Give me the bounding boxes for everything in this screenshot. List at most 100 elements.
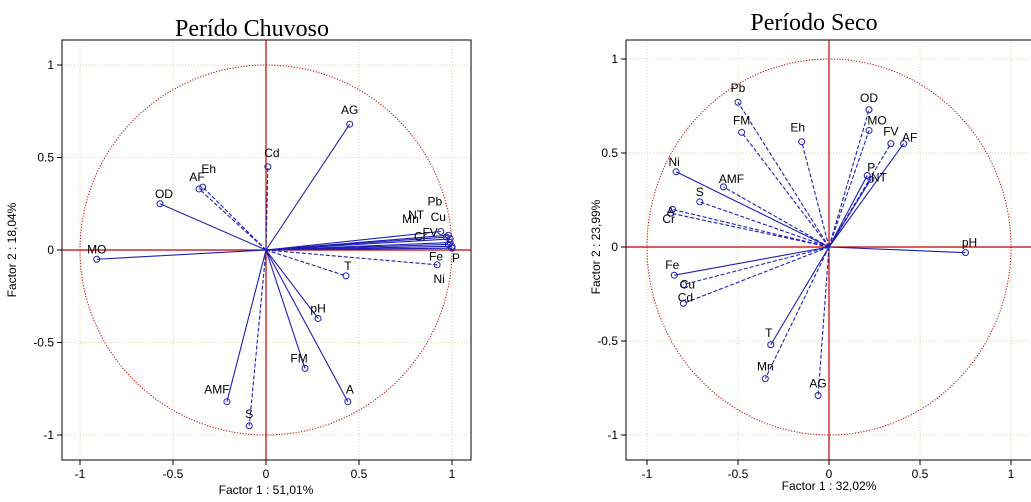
variable-label-cd: Cd [678, 290, 693, 304]
variable-label-fv: FV [422, 226, 437, 240]
x-axis-label: Factor 1 : 32,02% [782, 479, 877, 493]
loading-vector-ag [265, 123, 351, 251]
loading-point-a [344, 398, 352, 406]
x-tick-label: 1 [449, 467, 456, 481]
loading-point-mo [865, 126, 873, 134]
x-tick-label: 0.5 [351, 467, 368, 481]
chart-title: Período Seco [750, 10, 877, 36]
loading-point-ph [962, 249, 969, 257]
variable-label-cr: Cr [662, 212, 675, 226]
loading-vector-fm [265, 249, 306, 369]
variable-label-nt: NT [871, 170, 888, 184]
loading-vector-nt [828, 179, 872, 248]
loading-vector-fm [741, 131, 830, 248]
variable-label-s: S [696, 185, 704, 199]
variable-label-eh: Eh [201, 162, 216, 176]
loading-point-mn [761, 375, 769, 383]
x-tick-label: -0.5 [163, 467, 184, 481]
y-tick-label: 0 [611, 240, 618, 254]
loading-vector-eh [202, 186, 267, 251]
variable-label-p: P [867, 161, 875, 175]
variable-label-af: AF [902, 131, 917, 145]
variable-label-mo: MO [867, 113, 886, 127]
loading-point-cu [444, 231, 452, 239]
variable-label-s: S [245, 407, 253, 421]
loading-point-amf [719, 183, 727, 191]
loading-vector-a [672, 208, 830, 248]
loading-vector-t [770, 246, 830, 346]
y-axis-label: Factor 2 : 23,99% [589, 199, 603, 294]
plot-frame [625, 39, 1031, 461]
variable-label-t: T [344, 259, 352, 273]
loading-point-ag [346, 120, 354, 128]
y-tick-label: -1 [607, 428, 618, 442]
variable-label-fe: Fe [429, 249, 443, 263]
loading-point-fe [448, 242, 456, 250]
variable-label-cr: Cr [414, 229, 427, 243]
variable-label-t: T [765, 326, 773, 340]
x-tick-label: 1 [1008, 467, 1015, 481]
loading-vector-amf [226, 249, 267, 402]
y-tick-label: 0 [47, 243, 54, 257]
loading-point-ni [433, 261, 441, 269]
variable-label-nt: NT [408, 208, 425, 222]
loading-vector-p [265, 247, 453, 251]
variable-label-fm: FM [290, 351, 307, 365]
loading-vector-cd [683, 246, 830, 304]
x-axis-label: Factor 1 : 51,01% [219, 483, 314, 497]
x-tick-label: -1 [642, 467, 653, 481]
variable-label-mo: MO [87, 242, 106, 256]
loading-point-s [245, 422, 253, 430]
loading-vector-nt [265, 238, 451, 251]
x-tick-label: 0 [263, 467, 270, 481]
loading-vector-mo [828, 130, 870, 248]
variable-label-eh: Eh [790, 121, 805, 135]
variable-label-cu: Cu [680, 278, 695, 292]
variable-label-fv: FV [883, 125, 898, 139]
variable-label-ph: pH [310, 301, 325, 315]
variable-label-fm: FM [733, 113, 750, 127]
loading-point-t [767, 341, 775, 349]
loading-point-p [863, 172, 871, 180]
loading-vector-cu [265, 234, 449, 251]
loading-point-ph [314, 314, 322, 322]
loading-point-s [696, 198, 704, 206]
variable-label-mn: Mn [402, 212, 419, 226]
loading-vector-p [828, 175, 868, 248]
loading-vector-cu [683, 246, 830, 286]
loading-point-cr [667, 209, 675, 217]
variable-label-ph: pH [962, 236, 977, 250]
loading-point-pb [437, 228, 445, 235]
loading-point-eh [798, 138, 806, 146]
loading-vector-od [159, 203, 267, 251]
variable-label-pb: Pb [427, 195, 442, 209]
loading-point-ag [814, 392, 822, 400]
variable-label-amf: AMF [204, 383, 229, 397]
loading-point-mn [442, 233, 450, 241]
y-tick-label: 1 [611, 52, 618, 66]
variable-label-fe: Fe [665, 258, 679, 272]
variable-label-od: OD [860, 91, 878, 105]
loading-vector-ph [828, 246, 966, 254]
loading-vector-ag [817, 246, 830, 396]
loading-vector-fe [674, 246, 830, 276]
variable-label-ni: Ni [668, 155, 679, 169]
chart-title: Perído Chuvoso [175, 16, 329, 42]
loading-point-fe [670, 271, 678, 279]
variable-label-af: AF [189, 170, 204, 184]
loading-vector-pb [265, 230, 441, 251]
loading-point-nt [867, 175, 875, 183]
variable-label-od: OD [155, 187, 173, 201]
loading-vector-eh [801, 141, 830, 248]
y-tick-label: -0.5 [597, 334, 618, 348]
loading-point-amf [223, 398, 231, 406]
x-tick-label: 0 [826, 467, 833, 481]
loading-vector-af [198, 188, 267, 251]
loading-point-p [448, 244, 456, 252]
loading-point-cd [679, 299, 687, 307]
loading-point-fm [738, 128, 746, 136]
loading-vector-s [248, 249, 267, 426]
x-tick-label: -1 [75, 467, 86, 481]
variable-label-p: P [452, 251, 460, 265]
